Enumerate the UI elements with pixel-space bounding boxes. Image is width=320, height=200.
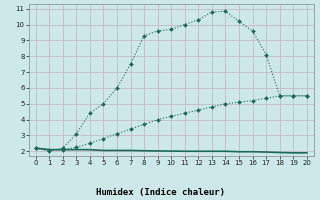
- Text: Humidex (Indice chaleur): Humidex (Indice chaleur): [95, 188, 225, 196]
